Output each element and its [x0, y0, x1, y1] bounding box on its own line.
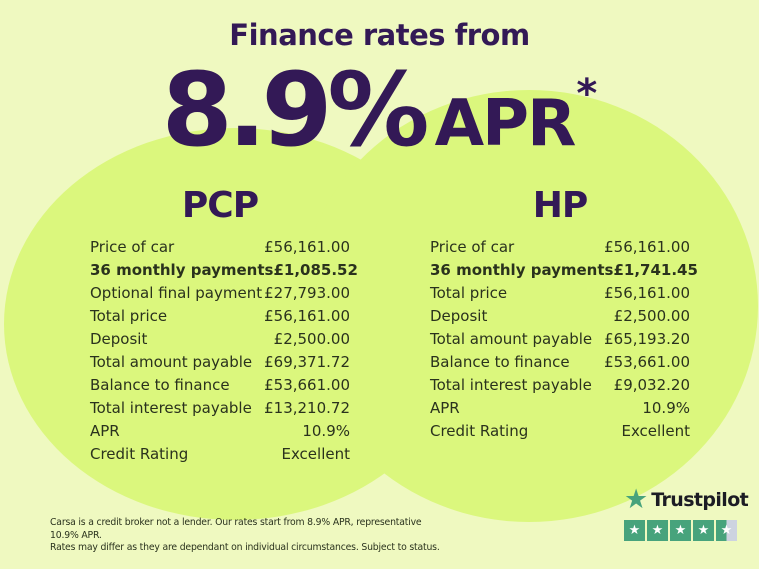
table-row: Credit Rating Excellent: [90, 443, 350, 466]
pcp-table-title: PCP: [181, 185, 259, 226]
trustpilot-badge[interactable]: ★ Trustpilot ★ ★ ★ ★ ★: [624, 484, 750, 541]
row-label: Deposit: [90, 330, 148, 348]
row-label: Total amount payable: [430, 330, 593, 348]
row-value: £53,661.00: [264, 376, 350, 394]
row-label: Deposit: [430, 307, 488, 325]
table-row: Total interest payable £13,210.72: [90, 397, 350, 420]
row-label: Credit Rating: [90, 445, 189, 463]
table-row: Total interest payable £9,032.20: [430, 374, 690, 397]
apr-headline: 8.9% APR *: [0, 60, 759, 162]
row-value: 10.9%: [642, 399, 690, 417]
row-value: £56,161.00: [604, 284, 690, 302]
row-label: Total amount payable: [90, 353, 253, 371]
trustpilot-logo: ★ Trustpilot: [624, 484, 750, 515]
row-label: Balance to finance: [430, 353, 570, 371]
apr-label: APR: [434, 87, 577, 161]
row-label: Total price: [90, 307, 168, 325]
row-value: £56,161.00: [264, 238, 350, 256]
hp-finance-table: HP Price of car £56,161.00 36 monthly paym…: [430, 185, 698, 443]
table-row: Credit Rating Excellent: [430, 420, 690, 443]
row-label: Credit Rating: [430, 422, 529, 440]
row-label: Price of car: [430, 238, 515, 256]
row-value: Excellent: [621, 422, 690, 440]
rating-star-icon: ★: [624, 520, 645, 541]
table-row: Total amount payable £69,371.72: [90, 351, 350, 374]
rate-value: 8.9%: [161, 51, 430, 170]
finance-rates-title: Finance rates from: [229, 18, 530, 52]
row-label: Price of car: [90, 238, 175, 256]
table-row: APR 10.9%: [430, 397, 690, 420]
row-label: APR: [430, 399, 460, 417]
hp-table-rows: Price of car £56,161.00 36 monthly payment…: [430, 236, 698, 443]
row-value: £9,032.20: [613, 376, 690, 394]
rating-star-icon: ★: [693, 520, 714, 541]
row-value: £1,741.45: [613, 261, 698, 279]
table-row: Balance to finance £53,661.00: [90, 374, 350, 397]
table-row: Deposit £2,500.00: [430, 305, 690, 328]
rating-star-icon: ★: [647, 520, 668, 541]
row-value: £56,161.00: [604, 238, 690, 256]
table-row: Total price £56,161.00: [430, 282, 690, 305]
table-row: Optional final payment £27,793.00: [90, 282, 350, 305]
row-value: £56,161.00: [264, 307, 350, 325]
table-row: APR 10.9%: [90, 420, 350, 443]
row-label: 36 monthly payments: [90, 261, 274, 279]
row-value: 10.9%: [302, 422, 350, 440]
row-value: £2,500.00: [273, 330, 350, 348]
row-label: Total interest payable: [430, 376, 592, 394]
table-row: Total amount payable £65,193.20: [430, 328, 690, 351]
row-value: £1,085.52: [273, 261, 358, 279]
row-value: £69,371.72: [264, 353, 350, 371]
row-value: £53,661.00: [604, 353, 690, 371]
row-value: £13,210.72: [264, 399, 350, 417]
table-row: 36 monthly payments £1,741.45: [430, 259, 698, 282]
apr-asterisk: *: [576, 71, 598, 117]
row-label: Balance to finance: [90, 376, 230, 394]
row-label: Optional final payment: [90, 284, 263, 302]
row-value: £27,793.00: [264, 284, 350, 302]
pcp-finance-table: PCP Price of car £56,161.00 36 monthly pay…: [90, 185, 358, 466]
hp-table-title: HP: [532, 185, 589, 226]
row-value: £2,500.00: [613, 307, 690, 325]
table-row: Price of car £56,161.00: [430, 236, 690, 259]
pcp-table-rows: Price of car £56,161.00 36 monthly payment…: [90, 236, 358, 466]
table-row: Total price £56,161.00: [90, 305, 350, 328]
row-label: Total price: [430, 284, 508, 302]
trustpilot-rating-stars: ★ ★ ★ ★ ★: [624, 520, 750, 541]
table-row: Deposit £2,500.00: [90, 328, 350, 351]
background-ellipse-right: [300, 90, 758, 522]
trustpilot-brand-name: Trustpilot: [651, 489, 749, 511]
disclaimer-line-1: Carsa is a credit broker not a lender. O…: [50, 517, 422, 541]
table-row: 36 monthly payments £1,085.52: [90, 259, 358, 282]
row-value: Excellent: [281, 445, 350, 463]
rating-star-icon: ★: [670, 520, 691, 541]
table-row: Price of car £56,161.00: [90, 236, 350, 259]
table-row: Balance to finance £53,661.00: [430, 351, 690, 374]
disclaimer-line-2: Rates may differ as they are dependant o…: [50, 542, 440, 553]
row-label: 36 monthly payments: [430, 261, 614, 279]
row-label: Total interest payable: [90, 399, 252, 417]
legal-disclaimer: Carsa is a credit broker not a lender. O…: [50, 517, 441, 555]
row-label: APR: [90, 422, 120, 440]
row-value: £65,193.20: [604, 330, 690, 348]
rating-star-icon: ★: [716, 520, 737, 541]
trustpilot-star-icon: ★: [624, 484, 649, 515]
